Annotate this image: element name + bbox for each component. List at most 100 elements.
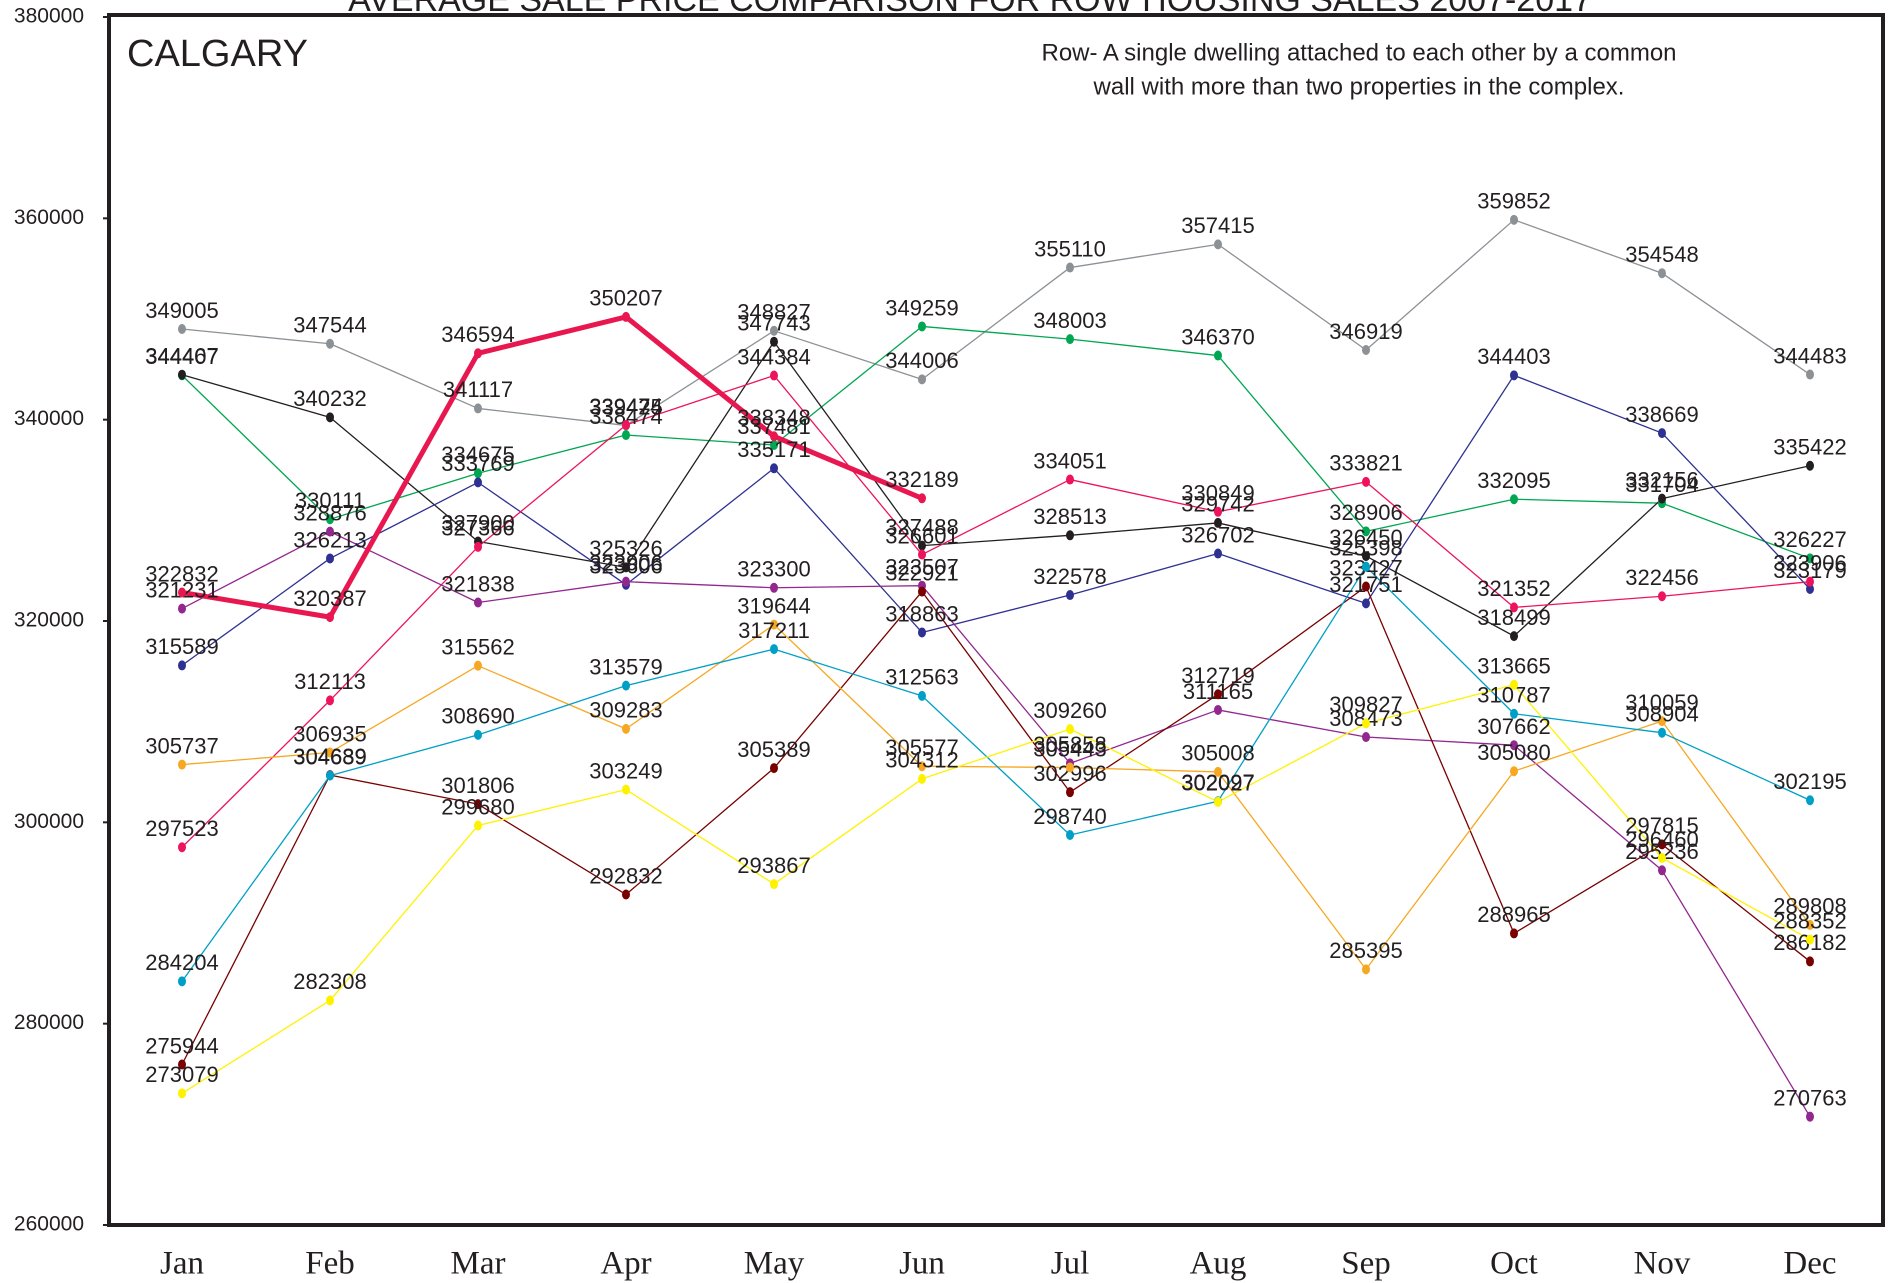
data-point <box>918 549 926 560</box>
data-point <box>1066 590 1074 601</box>
data-label: 293867 <box>737 853 810 878</box>
data-label: 315589 <box>145 634 218 659</box>
data-point <box>770 325 778 336</box>
y-tick-label: 280000 <box>14 1011 84 1034</box>
data-point <box>1510 602 1518 613</box>
data-label: 289808 <box>1773 894 1846 919</box>
data-point <box>1806 553 1814 564</box>
data-point <box>1806 583 1814 594</box>
data-point <box>918 586 926 597</box>
data-point <box>1066 724 1074 735</box>
data-label: 328513 <box>1033 504 1106 529</box>
data-point <box>474 403 482 414</box>
data-point <box>178 603 186 614</box>
data-label: 310059 <box>1625 690 1698 715</box>
data-point <box>1214 689 1222 700</box>
data-label: 357415 <box>1181 213 1254 238</box>
data-label: 338348 <box>737 405 810 430</box>
data-label: 321352 <box>1477 576 1550 601</box>
data-point <box>1214 517 1222 528</box>
data-point <box>770 440 778 451</box>
data-label: 305577 <box>885 735 958 760</box>
data-point <box>1806 795 1814 806</box>
data-label: 347743 <box>737 311 810 336</box>
data-label: 335422 <box>1773 435 1846 460</box>
data-label: 355110 <box>1034 236 1106 261</box>
data-label: 349259 <box>885 295 958 320</box>
data-label: 339425 <box>589 394 662 419</box>
data-point <box>918 690 926 701</box>
data-label: 326450 <box>1329 525 1402 550</box>
series-line <box>181 325 1811 559</box>
data-point <box>178 324 186 335</box>
data-point <box>1658 865 1666 876</box>
data-label: 341117 <box>443 377 513 402</box>
data-label: 327900 <box>441 510 514 535</box>
data-label: 334051 <box>1033 448 1106 473</box>
data-point <box>1066 762 1074 773</box>
data-point <box>1066 530 1074 541</box>
data-point <box>1362 964 1370 975</box>
data-label: 330849 <box>1181 481 1254 506</box>
data-label: 359852 <box>1477 189 1550 214</box>
data-point <box>918 627 926 638</box>
data-point <box>474 477 482 488</box>
y-tick-label: 320000 <box>14 609 84 632</box>
data-label: 308690 <box>441 704 514 729</box>
data-label: 301806 <box>441 773 514 798</box>
data-point <box>622 576 630 587</box>
data-point <box>770 879 778 890</box>
data-point <box>1066 830 1074 841</box>
data-label: 330111 <box>295 488 365 513</box>
data-point <box>770 582 778 593</box>
data-point <box>474 729 482 740</box>
data-label: 328906 <box>1329 500 1402 525</box>
data-point <box>1510 494 1518 505</box>
plot-frame <box>107 13 1885 1227</box>
data-point <box>1362 581 1370 592</box>
series-line <box>181 374 1811 666</box>
data-label: 344006 <box>885 348 958 373</box>
data-label: 282308 <box>293 969 366 994</box>
data-point <box>1214 796 1222 807</box>
data-label: 299680 <box>441 794 514 819</box>
data-label: 302027 <box>1181 771 1254 796</box>
data-label: 332189 <box>885 467 958 492</box>
data-label: 305858 <box>1033 732 1106 757</box>
data-label: 298740 <box>1033 804 1106 829</box>
y-tick-label: 300000 <box>14 810 84 833</box>
data-point <box>1806 1111 1814 1122</box>
data-point <box>326 612 334 623</box>
y-tick-label: 340000 <box>14 407 84 430</box>
data-point <box>474 468 482 479</box>
data-point <box>1806 934 1814 945</box>
data-label: 306935 <box>293 721 366 746</box>
data-point <box>178 369 186 380</box>
data-label: 344403 <box>1477 344 1550 369</box>
data-label: 327366 <box>441 516 514 541</box>
data-point <box>622 562 630 573</box>
x-tick-label: May <box>744 1246 805 1282</box>
data-label: 349005 <box>145 298 218 323</box>
data-label: 325326 <box>589 536 662 561</box>
data-point <box>1806 460 1814 471</box>
data-label: 304312 <box>885 748 958 773</box>
data-label: 319644 <box>737 593 810 618</box>
data-point <box>326 526 334 537</box>
data-point <box>1658 727 1666 738</box>
data-point <box>1362 345 1370 356</box>
data-label: 339474 <box>589 394 662 419</box>
data-point <box>770 644 778 655</box>
data-label: 323906 <box>589 550 662 575</box>
data-point <box>1362 551 1370 562</box>
chart-title: AVERAGE SALE PRICE COMPARISON FOR ROW HO… <box>348 0 1592 19</box>
data-point <box>1658 428 1666 439</box>
x-tick-label: Feb <box>305 1246 355 1282</box>
data-label: 344407 <box>145 344 218 369</box>
data-label: 309283 <box>589 698 662 723</box>
data-point <box>1658 716 1666 727</box>
data-label: 323906 <box>1773 550 1846 575</box>
data-label: 333769 <box>441 451 514 476</box>
data-point <box>1214 350 1222 361</box>
data-label: 322832 <box>145 561 218 586</box>
